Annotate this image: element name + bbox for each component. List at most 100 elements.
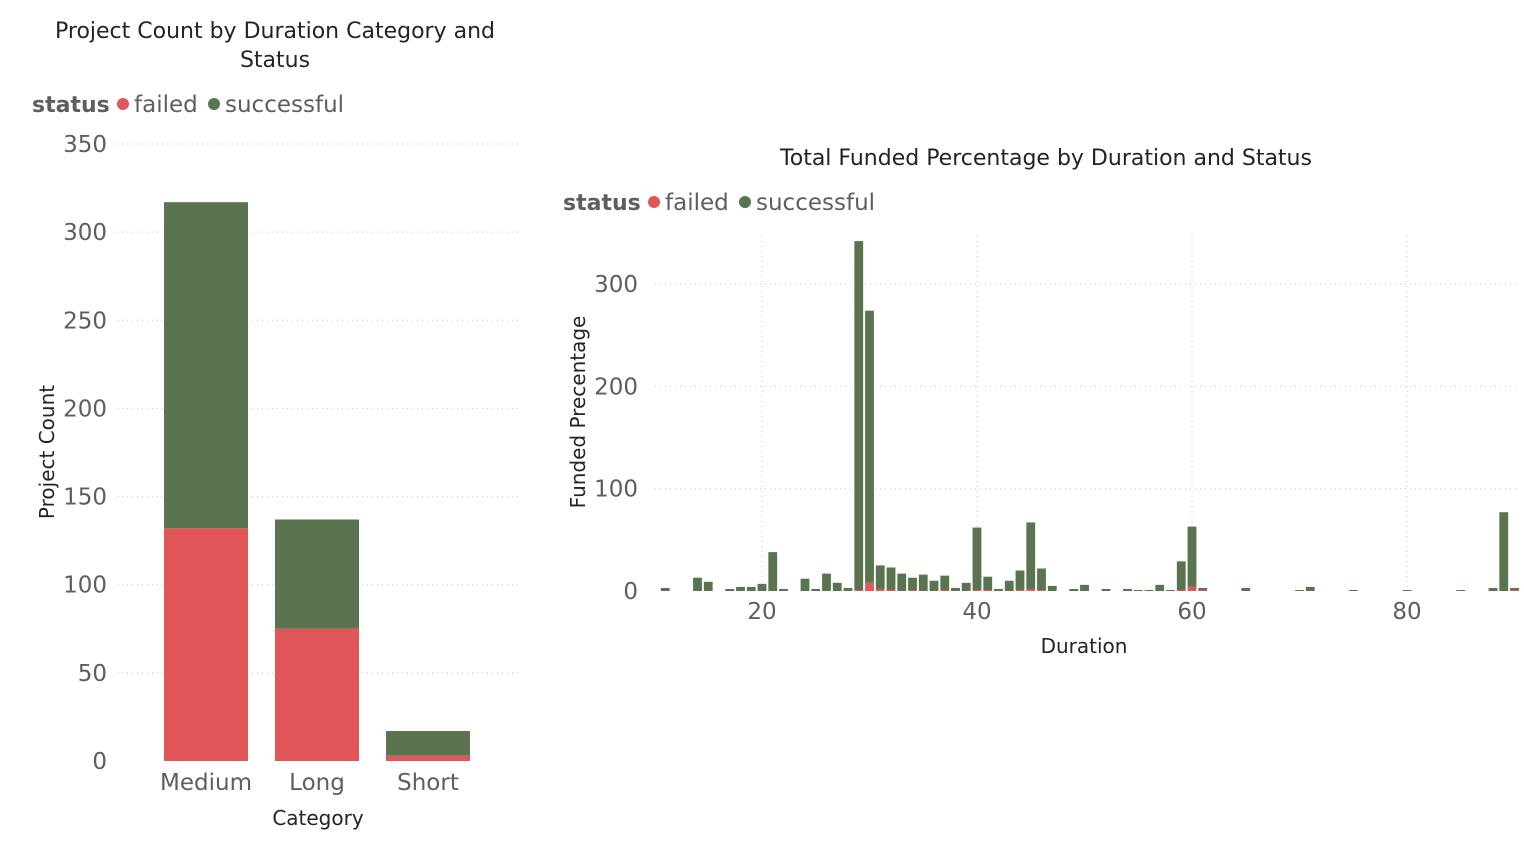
y-tick-label: 0	[92, 749, 107, 775]
y-tick-label: 250	[63, 308, 107, 334]
bar-failed-30[interactable]	[865, 582, 874, 591]
bar-successful-11[interactable]	[660, 587, 670, 591]
bar-successful-47[interactable]	[1047, 585, 1057, 591]
bar-successful-80[interactable]	[1402, 589, 1412, 591]
bar-successful-32[interactable]	[886, 567, 896, 590]
bar-successful-27[interactable]	[832, 582, 842, 591]
bar-successful-71[interactable]	[1305, 586, 1315, 591]
bar-successful-42[interactable]	[994, 588, 1003, 591]
chart-title-line-1: Project Count by Duration Category and	[55, 19, 495, 44]
legend[interactable]: status failed successful	[563, 190, 875, 216]
bar-successful-34[interactable]	[908, 577, 917, 590]
bar-failed-61[interactable]	[1198, 589, 1208, 591]
bar-successful-41[interactable]	[983, 576, 993, 590]
bar-failed-37[interactable]	[940, 589, 950, 591]
bar-successful-89[interactable]	[1499, 512, 1509, 591]
x-axis-ticks: 20 40 60 80	[747, 599, 1421, 625]
y-tick-label: 350	[63, 132, 107, 158]
bar-failed-46[interactable]	[1037, 589, 1046, 591]
bar-successful-30[interactable]	[865, 310, 874, 583]
bar-successful-26[interactable]	[822, 573, 831, 591]
bar-successful-15[interactable]	[703, 581, 713, 591]
bar-successful-54[interactable]	[1123, 588, 1132, 591]
bar-successful-medium[interactable]	[164, 202, 248, 529]
legend-label-failed: failed	[665, 190, 729, 216]
bar-failed-45[interactable]	[1026, 588, 1036, 591]
bars	[660, 241, 1519, 591]
bar-successful-56[interactable]	[1144, 589, 1154, 591]
bar-successful-75[interactable]	[1348, 589, 1358, 591]
legend-title: status	[32, 93, 110, 118]
y-tick-label: 100	[63, 573, 107, 599]
bar-successful-19[interactable]	[746, 586, 756, 591]
bar-failed-60[interactable]	[1187, 586, 1197, 591]
x-tick-label: Medium	[160, 770, 252, 796]
bar-successful-14[interactable]	[693, 577, 702, 591]
bar-successful-44[interactable]	[1015, 570, 1025, 590]
bar-failed-44[interactable]	[1015, 589, 1025, 591]
bar-failed-34[interactable]	[908, 589, 917, 591]
bar-successful-31[interactable]	[875, 565, 885, 589]
x-axis-title: Category	[272, 806, 364, 830]
bar-failed-41[interactable]	[983, 589, 993, 591]
bar-successful-46[interactable]	[1037, 568, 1046, 590]
bar-successful-24[interactable]	[800, 578, 810, 591]
bar-failed-90[interactable]	[1510, 589, 1519, 591]
bars	[164, 202, 470, 761]
bar-successful-58[interactable]	[1166, 589, 1175, 591]
bar-failed-medium[interactable]	[164, 528, 248, 761]
bar-successful-65[interactable]	[1241, 587, 1251, 591]
bar-successful-39[interactable]	[961, 582, 971, 591]
bar-successful-short[interactable]	[386, 731, 470, 756]
bar-successful-45[interactable]	[1026, 522, 1036, 589]
bar-successful-35[interactable]	[918, 574, 928, 591]
bar-successful-20[interactable]	[757, 583, 767, 591]
bar-failed-29[interactable]	[854, 589, 864, 591]
bar-successful-85[interactable]	[1456, 589, 1466, 591]
bar-successful-29[interactable]	[854, 241, 864, 590]
bar-successful-17[interactable]	[725, 588, 735, 591]
bar-failed-short[interactable]	[386, 755, 470, 761]
bar-successful-25[interactable]	[811, 588, 821, 591]
legend-label-successful: successful	[225, 92, 344, 118]
x-axis-ticks: Medium Long Short	[160, 770, 459, 796]
bar-successful-33[interactable]	[897, 573, 907, 591]
legend-marker-successful	[739, 196, 751, 208]
bar-failed-40[interactable]	[972, 589, 982, 591]
bar-successful-59[interactable]	[1176, 561, 1186, 590]
bar-successful-21[interactable]	[768, 552, 778, 591]
bar-failed-32[interactable]	[886, 589, 896, 591]
legend[interactable]: status failed successful	[32, 92, 344, 118]
bar-successful-22[interactable]	[779, 588, 788, 591]
bar-successful-38[interactable]	[951, 587, 960, 591]
bar-successful-55[interactable]	[1133, 589, 1143, 591]
gridlines	[655, 236, 1518, 591]
bar-failed-long[interactable]	[275, 628, 359, 761]
legend-marker-successful	[208, 98, 220, 110]
x-tick-label: 40	[962, 599, 991, 625]
bar-successful-40[interactable]	[972, 527, 982, 590]
bar-successful-28[interactable]	[843, 587, 853, 591]
bar-successful-36[interactable]	[929, 580, 939, 591]
bar-successful-88[interactable]	[1488, 587, 1498, 591]
x-axis-title: Duration	[1041, 634, 1128, 658]
bar-successful-70[interactable]	[1295, 589, 1304, 591]
x-tick-label: Short	[397, 770, 459, 796]
bar-successful-50[interactable]	[1080, 584, 1089, 591]
bar-failed-59[interactable]	[1176, 589, 1186, 591]
bar-successful-long[interactable]	[275, 519, 359, 629]
bar-successful-90[interactable]	[1510, 587, 1519, 590]
bar-successful-57[interactable]	[1155, 584, 1165, 591]
x-tick-label: 20	[747, 599, 776, 625]
bar-successful-37[interactable]	[940, 575, 950, 590]
bar-successful-61[interactable]	[1198, 587, 1208, 590]
y-axis-title: Project Count	[35, 385, 59, 519]
bar-successful-18[interactable]	[736, 586, 745, 591]
bar-failed-31[interactable]	[875, 588, 885, 591]
bar-successful-43[interactable]	[1004, 580, 1014, 591]
x-tick-label: Long	[289, 770, 345, 796]
bar-successful-52[interactable]	[1101, 588, 1111, 591]
funded-percentage-chart: Total Funded Percentage by Duration and …	[563, 146, 1519, 658]
bar-successful-60[interactable]	[1187, 526, 1197, 587]
bar-successful-49[interactable]	[1069, 588, 1079, 591]
